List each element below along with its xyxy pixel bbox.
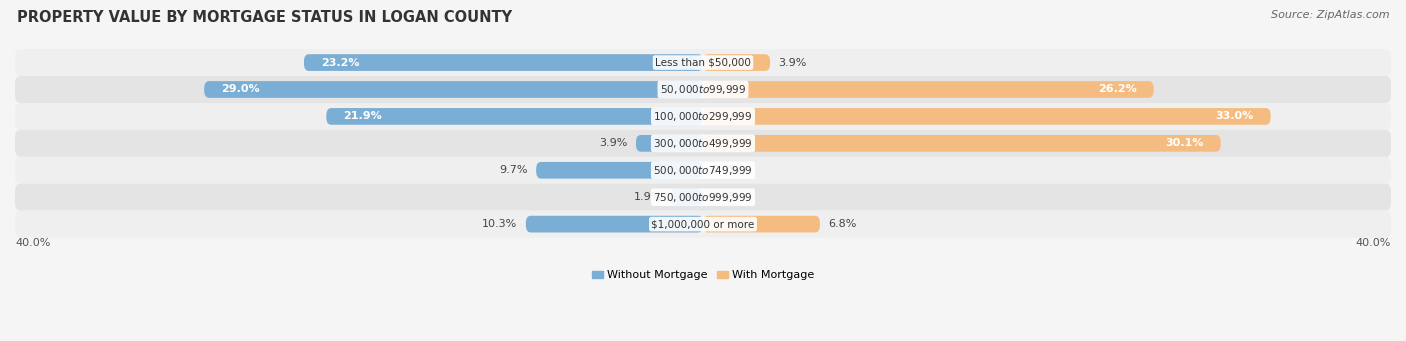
FancyBboxPatch shape [526, 216, 703, 233]
Text: 26.2%: 26.2% [1098, 85, 1136, 94]
Text: 0.0%: 0.0% [711, 165, 740, 175]
Text: 3.9%: 3.9% [599, 138, 627, 148]
Text: 21.9%: 21.9% [343, 112, 382, 121]
FancyBboxPatch shape [703, 54, 770, 71]
Text: PROPERTY VALUE BY MORTGAGE STATUS IN LOGAN COUNTY: PROPERTY VALUE BY MORTGAGE STATUS IN LOG… [17, 10, 512, 25]
FancyBboxPatch shape [636, 135, 703, 152]
Text: $100,000 to $299,999: $100,000 to $299,999 [654, 110, 752, 123]
Legend: Without Mortgage, With Mortgage: Without Mortgage, With Mortgage [588, 266, 818, 285]
FancyBboxPatch shape [304, 54, 703, 71]
FancyBboxPatch shape [15, 49, 1391, 76]
FancyBboxPatch shape [703, 81, 1154, 98]
Text: 10.3%: 10.3% [482, 219, 517, 229]
Text: 6.8%: 6.8% [828, 219, 856, 229]
FancyBboxPatch shape [671, 189, 703, 206]
Text: $50,000 to $99,999: $50,000 to $99,999 [659, 83, 747, 96]
Text: 33.0%: 33.0% [1215, 112, 1253, 121]
Text: 40.0%: 40.0% [15, 238, 51, 248]
Text: $500,000 to $749,999: $500,000 to $749,999 [654, 164, 752, 177]
Text: $300,000 to $499,999: $300,000 to $499,999 [654, 137, 752, 150]
Text: 23.2%: 23.2% [321, 58, 360, 68]
Text: 29.0%: 29.0% [221, 85, 260, 94]
Text: 0.0%: 0.0% [711, 192, 740, 202]
FancyBboxPatch shape [703, 108, 1271, 125]
Text: $750,000 to $999,999: $750,000 to $999,999 [654, 191, 752, 204]
Text: 1.9%: 1.9% [633, 192, 662, 202]
Text: Source: ZipAtlas.com: Source: ZipAtlas.com [1271, 10, 1389, 20]
Text: 30.1%: 30.1% [1166, 138, 1204, 148]
Text: 3.9%: 3.9% [779, 58, 807, 68]
FancyBboxPatch shape [536, 162, 703, 179]
Text: $1,000,000 or more: $1,000,000 or more [651, 219, 755, 229]
FancyBboxPatch shape [15, 130, 1391, 157]
FancyBboxPatch shape [326, 108, 703, 125]
Text: 9.7%: 9.7% [499, 165, 527, 175]
Text: Less than $50,000: Less than $50,000 [655, 58, 751, 68]
FancyBboxPatch shape [15, 76, 1391, 103]
FancyBboxPatch shape [703, 216, 820, 233]
FancyBboxPatch shape [15, 103, 1391, 130]
Text: 40.0%: 40.0% [1355, 238, 1391, 248]
FancyBboxPatch shape [15, 157, 1391, 184]
FancyBboxPatch shape [204, 81, 703, 98]
FancyBboxPatch shape [15, 211, 1391, 238]
FancyBboxPatch shape [703, 135, 1220, 152]
FancyBboxPatch shape [15, 184, 1391, 211]
